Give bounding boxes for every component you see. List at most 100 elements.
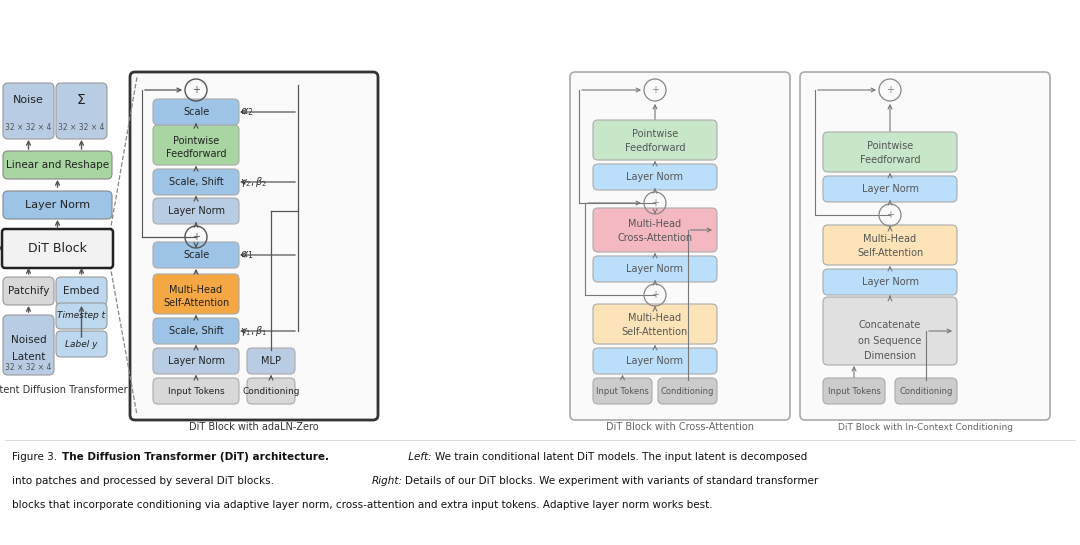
Text: Multi-Head: Multi-Head bbox=[629, 219, 681, 229]
FancyBboxPatch shape bbox=[56, 331, 107, 357]
FancyBboxPatch shape bbox=[56, 83, 107, 139]
Text: Input Tokens: Input Tokens bbox=[596, 386, 649, 396]
FancyBboxPatch shape bbox=[153, 348, 239, 374]
FancyBboxPatch shape bbox=[3, 277, 54, 305]
Text: Self-Attention: Self-Attention bbox=[856, 248, 923, 258]
Text: Timestep t: Timestep t bbox=[57, 312, 106, 320]
FancyBboxPatch shape bbox=[153, 274, 239, 314]
Text: Input Tokens: Input Tokens bbox=[827, 386, 880, 396]
Text: blocks that incorporate conditioning via adaptive layer norm, cross-attention an: blocks that incorporate conditioning via… bbox=[12, 500, 713, 510]
Text: Multi-Head: Multi-Head bbox=[629, 313, 681, 323]
Text: Multi-Head: Multi-Head bbox=[863, 234, 917, 244]
Text: DiT Block with In-Context Conditioning: DiT Block with In-Context Conditioning bbox=[837, 422, 1013, 432]
FancyBboxPatch shape bbox=[593, 378, 652, 404]
FancyBboxPatch shape bbox=[593, 120, 717, 160]
Text: Conditioning: Conditioning bbox=[900, 386, 953, 396]
Text: Scale, Shift: Scale, Shift bbox=[168, 177, 224, 187]
FancyBboxPatch shape bbox=[3, 83, 54, 139]
Text: Pointwise: Pointwise bbox=[867, 141, 913, 151]
FancyBboxPatch shape bbox=[2, 229, 113, 268]
Text: Conditioning: Conditioning bbox=[661, 386, 714, 396]
FancyBboxPatch shape bbox=[593, 348, 717, 374]
Text: Noise: Noise bbox=[13, 95, 44, 105]
Text: Concatenate: Concatenate bbox=[859, 320, 921, 330]
FancyBboxPatch shape bbox=[153, 318, 239, 344]
Text: Feedforward: Feedforward bbox=[860, 155, 920, 165]
FancyBboxPatch shape bbox=[247, 378, 295, 404]
FancyBboxPatch shape bbox=[823, 225, 957, 265]
Text: Layer Norm: Layer Norm bbox=[626, 356, 684, 366]
Text: 32 × 32 × 4: 32 × 32 × 4 bbox=[58, 123, 105, 131]
FancyBboxPatch shape bbox=[153, 242, 239, 268]
FancyBboxPatch shape bbox=[130, 72, 378, 420]
Text: Right:: Right: bbox=[372, 476, 403, 486]
Text: +: + bbox=[192, 232, 200, 242]
Text: Feedforward: Feedforward bbox=[165, 149, 226, 159]
Text: Layer Norm: Layer Norm bbox=[862, 277, 918, 287]
FancyBboxPatch shape bbox=[3, 315, 54, 375]
Text: DiT Block: DiT Block bbox=[28, 242, 86, 255]
Text: Self-Attention: Self-Attention bbox=[622, 327, 688, 337]
FancyBboxPatch shape bbox=[658, 378, 717, 404]
Text: 32 × 32 × 4: 32 × 32 × 4 bbox=[5, 364, 52, 372]
Text: Linear and Reshape: Linear and Reshape bbox=[5, 160, 109, 170]
FancyBboxPatch shape bbox=[823, 297, 957, 365]
Text: Pointwise: Pointwise bbox=[632, 129, 678, 139]
Text: Self-Attention: Self-Attention bbox=[163, 298, 229, 308]
Text: Scale: Scale bbox=[183, 107, 210, 117]
Text: +: + bbox=[651, 85, 659, 95]
Text: Latent Diffusion Transformer: Latent Diffusion Transformer bbox=[0, 385, 127, 395]
Text: Layer Norm: Layer Norm bbox=[626, 172, 684, 182]
Text: Scale: Scale bbox=[183, 250, 210, 260]
FancyBboxPatch shape bbox=[153, 99, 239, 125]
FancyBboxPatch shape bbox=[593, 304, 717, 344]
Text: into patches and processed by several DiT blocks.: into patches and processed by several Di… bbox=[12, 476, 274, 486]
Text: +: + bbox=[192, 85, 200, 95]
Text: Noised: Noised bbox=[11, 335, 46, 345]
FancyBboxPatch shape bbox=[153, 169, 239, 195]
Text: DiT Block with Cross-Attention: DiT Block with Cross-Attention bbox=[606, 422, 754, 432]
Text: Dimension: Dimension bbox=[864, 351, 916, 361]
Text: $\gamma_2,\beta_2$: $\gamma_2,\beta_2$ bbox=[240, 175, 267, 189]
Text: +: + bbox=[886, 85, 894, 95]
Text: Label y: Label y bbox=[65, 340, 98, 348]
Text: Layer Norm: Layer Norm bbox=[862, 184, 918, 194]
FancyBboxPatch shape bbox=[153, 198, 239, 224]
Text: Layer Norm: Layer Norm bbox=[167, 356, 225, 366]
Text: +: + bbox=[886, 210, 894, 220]
Text: We train conditional latent DiT models. The input latent is decomposed: We train conditional latent DiT models. … bbox=[435, 452, 807, 462]
FancyBboxPatch shape bbox=[823, 176, 957, 202]
Text: N ×: N × bbox=[0, 242, 5, 255]
FancyBboxPatch shape bbox=[593, 256, 717, 282]
FancyBboxPatch shape bbox=[56, 303, 107, 329]
FancyBboxPatch shape bbox=[823, 132, 957, 172]
Text: Multi-Head: Multi-Head bbox=[170, 285, 222, 295]
Text: Embed: Embed bbox=[64, 286, 99, 296]
Text: Figure 3.: Figure 3. bbox=[12, 452, 57, 462]
Text: +: + bbox=[651, 290, 659, 300]
Text: Scale, Shift: Scale, Shift bbox=[168, 326, 224, 336]
Text: Layer Norm: Layer Norm bbox=[167, 206, 225, 216]
Text: Input Tokens: Input Tokens bbox=[167, 386, 225, 396]
FancyBboxPatch shape bbox=[153, 378, 239, 404]
FancyBboxPatch shape bbox=[895, 378, 957, 404]
Text: +: + bbox=[651, 198, 659, 208]
Text: The Diffusion Transformer (DiT) architecture.: The Diffusion Transformer (DiT) architec… bbox=[62, 452, 329, 462]
Text: $\alpha_2$: $\alpha_2$ bbox=[240, 106, 254, 118]
Text: $\gamma_1,\beta_1$: $\gamma_1,\beta_1$ bbox=[240, 324, 267, 338]
Text: Details of our DiT blocks. We experiment with variants of standard transformer: Details of our DiT blocks. We experiment… bbox=[405, 476, 819, 486]
Text: Left:: Left: bbox=[405, 452, 432, 462]
Text: MLP: MLP bbox=[261, 356, 281, 366]
FancyBboxPatch shape bbox=[570, 72, 789, 420]
FancyBboxPatch shape bbox=[3, 191, 112, 219]
Text: Conditioning: Conditioning bbox=[242, 386, 300, 396]
Text: on Sequence: on Sequence bbox=[859, 336, 921, 346]
Text: Layer Norm: Layer Norm bbox=[25, 200, 90, 210]
FancyBboxPatch shape bbox=[3, 151, 112, 179]
Text: Σ: Σ bbox=[77, 93, 86, 107]
FancyBboxPatch shape bbox=[153, 125, 239, 165]
Text: Patchify: Patchify bbox=[8, 286, 50, 296]
Text: Pointwise: Pointwise bbox=[173, 136, 219, 146]
Text: Cross-Attention: Cross-Attention bbox=[618, 233, 692, 243]
FancyBboxPatch shape bbox=[823, 378, 885, 404]
